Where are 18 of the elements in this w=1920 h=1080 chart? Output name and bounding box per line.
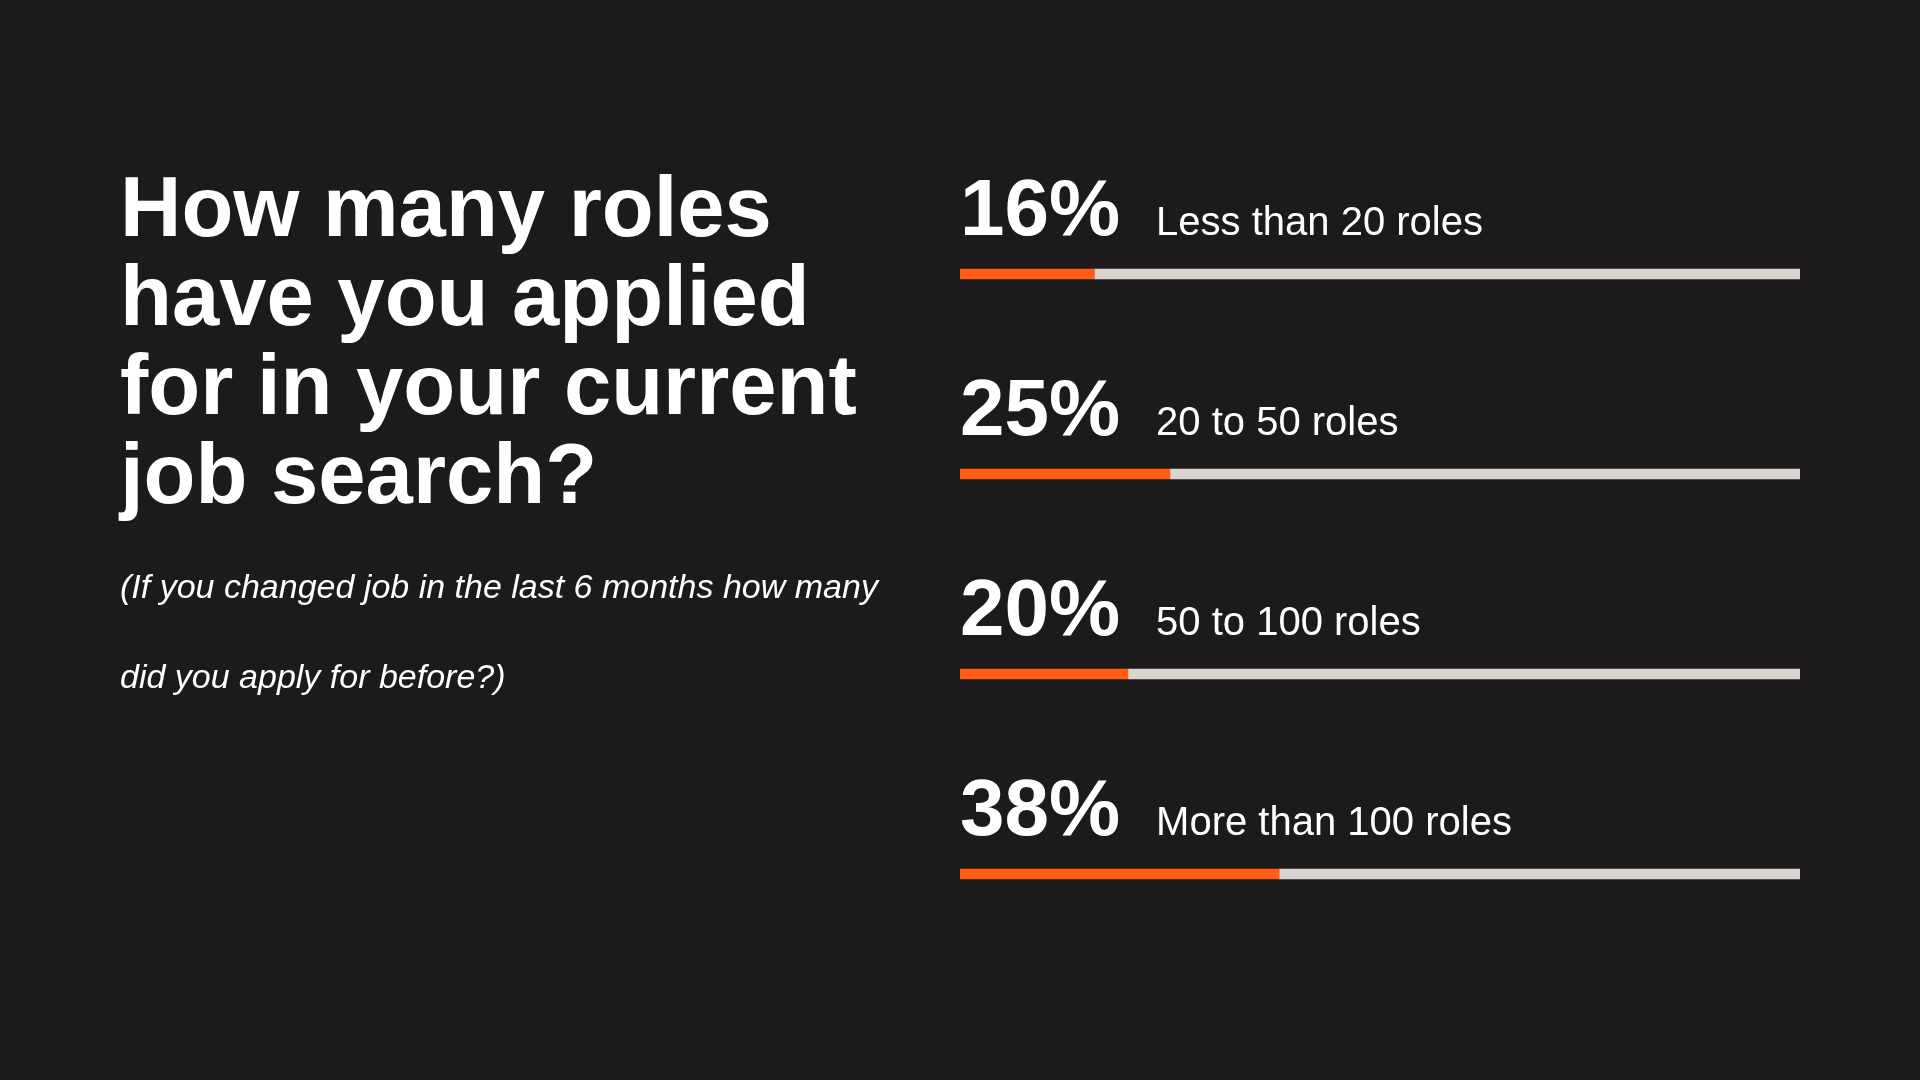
bar xyxy=(960,468,1171,480)
bar xyxy=(960,668,1129,680)
bar xyxy=(1127,668,1800,680)
bar xyxy=(1278,868,1800,880)
data-label: 20% xyxy=(960,563,1121,652)
data-label: 16% xyxy=(960,163,1121,252)
bar xyxy=(1169,468,1800,480)
bar xyxy=(1094,268,1800,280)
bar xyxy=(960,868,1280,880)
y-tick-label: Less than 20 roles xyxy=(1156,199,1483,243)
y-tick-label: 20 to 50 roles xyxy=(1156,399,1399,443)
data-label: 38% xyxy=(960,763,1121,852)
y-tick-label: More than 100 roles xyxy=(1156,799,1512,843)
bar xyxy=(960,268,1095,280)
y-tick-label: 50 to 100 roles xyxy=(1156,599,1421,643)
text: (If you changed job in the last 6 months how many did you apply for before?) xyxy=(120,567,878,695)
data-label: 25% xyxy=(960,363,1121,452)
text: How many roles have you applied for in your current job search? xyxy=(120,159,858,521)
